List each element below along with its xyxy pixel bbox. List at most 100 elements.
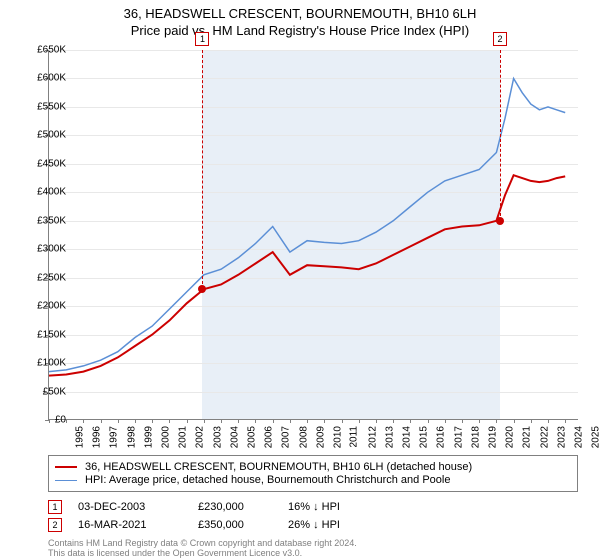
x-tick-label: 2012 <box>367 426 378 448</box>
footer-attribution: Contains HM Land Registry data © Crown c… <box>48 538 357 559</box>
legend-row: HPI: Average price, detached house, Bour… <box>55 474 571 486</box>
x-tick-mark <box>359 419 360 423</box>
event-row: 1 03-DEC-2003£230,00016% ↓ HPI <box>48 498 368 516</box>
legend-swatch <box>55 466 77 468</box>
x-tick-label: 2011 <box>349 426 360 448</box>
x-tick-label: 2015 <box>418 426 429 448</box>
footer-line1: Contains HM Land Registry data © Crown c… <box>48 538 357 548</box>
x-tick-mark <box>445 419 446 423</box>
x-tick-label: 2003 <box>212 426 223 448</box>
x-tick-mark <box>187 419 188 423</box>
x-tick-mark <box>255 419 256 423</box>
x-tick-mark <box>462 419 463 423</box>
y-tick-label: £450K <box>37 158 66 169</box>
x-tick-label: 2013 <box>384 426 395 448</box>
event-vline <box>202 50 203 289</box>
event-row-price: £350,000 <box>198 519 288 531</box>
plot-svg <box>49 50 578 419</box>
event-dot <box>496 217 504 225</box>
x-tick-label: 2006 <box>264 426 275 448</box>
event-row-date: 03-DEC-2003 <box>78 501 198 513</box>
x-tick-mark <box>290 419 291 423</box>
x-tick-mark <box>83 419 84 423</box>
y-tick-label: £250K <box>37 272 66 283</box>
footer-line2: This data is licensed under the Open Gov… <box>48 548 357 558</box>
y-tick-label: £350K <box>37 215 66 226</box>
x-tick-mark <box>66 419 67 423</box>
event-vline <box>500 50 501 221</box>
chart-title-line1: 36, HEADSWELL CRESCENT, BOURNEMOUTH, BH1… <box>10 6 590 21</box>
x-tick-mark <box>49 419 50 423</box>
x-tick-mark <box>514 419 515 423</box>
event-row-price: £230,000 <box>198 501 288 513</box>
x-tick-label: 2017 <box>453 426 464 448</box>
x-tick-label: 2016 <box>436 426 447 448</box>
x-tick-label: 2008 <box>298 426 309 448</box>
x-tick-mark <box>204 419 205 423</box>
x-tick-label: 1995 <box>74 426 85 448</box>
event-row-pct: 26% ↓ HPI <box>288 519 368 531</box>
x-tick-label: 2001 <box>177 426 188 448</box>
x-tick-mark <box>118 419 119 423</box>
x-tick-label: 2004 <box>229 426 240 448</box>
x-tick-mark <box>324 419 325 423</box>
event-marker-box: 1 <box>195 32 209 46</box>
x-tick-label: 1998 <box>126 426 137 448</box>
y-tick-label: £0 <box>55 415 66 426</box>
y-tick-label: £500K <box>37 130 66 141</box>
x-tick-mark <box>238 419 239 423</box>
x-tick-label: 2007 <box>281 426 292 448</box>
event-row-number: 1 <box>48 500 62 514</box>
x-tick-mark <box>565 419 566 423</box>
legend-label: HPI: Average price, detached house, Bour… <box>85 474 450 486</box>
x-tick-mark <box>428 419 429 423</box>
x-tick-mark <box>531 419 532 423</box>
y-tick-label: £650K <box>37 45 66 56</box>
legend-box: 36, HEADSWELL CRESCENT, BOURNEMOUTH, BH1… <box>48 455 578 492</box>
x-tick-label: 2009 <box>315 426 326 448</box>
series-line-hpi <box>49 79 565 372</box>
x-tick-label: 2023 <box>556 426 567 448</box>
event-marker-box: 2 <box>493 32 507 46</box>
title-block: 36, HEADSWELL CRESCENT, BOURNEMOUTH, BH1… <box>0 0 600 42</box>
x-tick-label: 2025 <box>590 426 600 448</box>
legend-label: 36, HEADSWELL CRESCENT, BOURNEMOUTH, BH1… <box>85 461 472 473</box>
x-tick-mark <box>342 419 343 423</box>
x-tick-label: 2019 <box>487 426 498 448</box>
x-tick-label: 1999 <box>143 426 154 448</box>
x-tick-label: 2021 <box>522 426 533 448</box>
x-tick-mark <box>101 419 102 423</box>
x-tick-mark <box>169 419 170 423</box>
x-tick-mark <box>496 419 497 423</box>
x-tick-label: 1997 <box>109 426 120 448</box>
x-tick-label: 1996 <box>91 426 102 448</box>
x-tick-label: 2000 <box>160 426 171 448</box>
x-tick-label: 2005 <box>246 426 257 448</box>
chart-container: 36, HEADSWELL CRESCENT, BOURNEMOUTH, BH1… <box>0 0 600 560</box>
event-row: 2 16-MAR-2021£350,00026% ↓ HPI <box>48 516 368 534</box>
y-tick-label: £550K <box>37 101 66 112</box>
x-tick-mark <box>152 419 153 423</box>
x-tick-label: 2022 <box>539 426 550 448</box>
legend-row: 36, HEADSWELL CRESCENT, BOURNEMOUTH, BH1… <box>55 461 571 473</box>
x-tick-mark <box>273 419 274 423</box>
event-dot <box>198 285 206 293</box>
y-tick-label: £50K <box>43 386 66 397</box>
x-tick-mark <box>307 419 308 423</box>
event-row-number: 2 <box>48 518 62 532</box>
x-tick-mark <box>548 419 549 423</box>
x-tick-mark <box>135 419 136 423</box>
legend-swatch <box>55 480 77 481</box>
chart-plot-area: 12 <box>48 50 578 420</box>
y-tick-label: £400K <box>37 187 66 198</box>
y-tick-label: £200K <box>37 301 66 312</box>
y-tick-label: £100K <box>37 358 66 369</box>
x-tick-mark <box>393 419 394 423</box>
x-tick-label: 2014 <box>401 426 412 448</box>
y-tick-label: £150K <box>37 329 66 340</box>
event-row-pct: 16% ↓ HPI <box>288 501 368 513</box>
x-tick-label: 2002 <box>195 426 206 448</box>
x-tick-label: 2010 <box>332 426 343 448</box>
x-tick-label: 2020 <box>504 426 515 448</box>
event-row-date: 16-MAR-2021 <box>78 519 198 531</box>
